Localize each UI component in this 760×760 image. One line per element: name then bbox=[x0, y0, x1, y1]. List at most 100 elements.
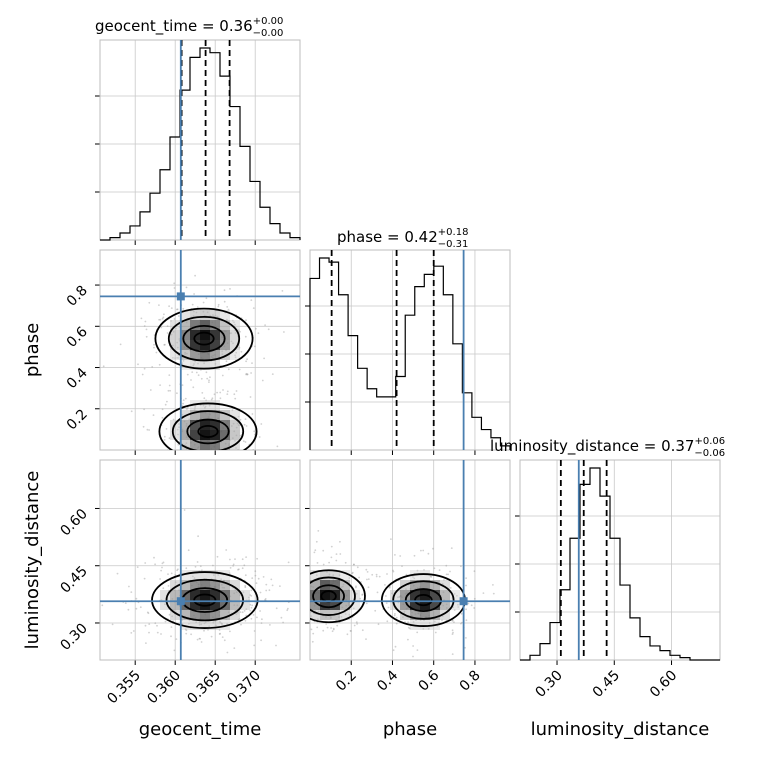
panel-luminosity_distance-vs-geocent_time-pt bbox=[234, 558, 236, 560]
panel-luminosity_distance-vs-geocent_time-pt bbox=[226, 651, 229, 654]
panel-luminosity_distance-vs-geocent_time-pt bbox=[250, 606, 253, 609]
hist-phase-bin-10 bbox=[405, 315, 415, 450]
panel-luminosity_distance-vs-phase-pt bbox=[330, 545, 333, 548]
panel-phase-vs-geocent_time-pt bbox=[146, 428, 149, 431]
panel-luminosity_distance-vs-geocent_time-cell bbox=[210, 620, 220, 630]
panel-luminosity_distance-vs-phase-pt bbox=[434, 631, 437, 634]
panel-luminosity_distance-vs-geocent_time-pt bbox=[175, 638, 178, 640]
panel-luminosity_distance-vs-geocent_time-pt bbox=[260, 622, 263, 624]
panel-luminosity_distance-vs-geocent_time-pt bbox=[279, 585, 281, 587]
panel-phase-vs-geocent_time-pt bbox=[158, 363, 161, 366]
panel-luminosity_distance-vs-geocent_time-pt bbox=[220, 578, 223, 581]
panel-phase-vs-geocent_time-pt bbox=[158, 304, 160, 306]
panel-luminosity_distance-vs-phase-pt bbox=[303, 607, 305, 609]
panel-phase-vs-geocent_time-cell bbox=[200, 410, 210, 420]
panel-luminosity_distance-vs-geocent_time-pt bbox=[260, 639, 262, 642]
panel-luminosity_distance-vs-phase-pt bbox=[356, 623, 358, 625]
panel-luminosity_distance-vs-geocent_time-pt bbox=[252, 614, 255, 616]
panel-luminosity_distance-vs-phase-pt bbox=[384, 584, 386, 586]
panel-luminosity_distance-vs-phase-cell bbox=[340, 600, 350, 610]
panel-phase-vs-geocent_time-pt bbox=[196, 463, 198, 465]
panel-luminosity_distance-vs-phase-pt bbox=[330, 627, 332, 629]
panel-luminosity_distance-vs-phase-pt bbox=[308, 566, 310, 568]
panel-phase-vs-geocent_time-cell bbox=[230, 420, 240, 430]
panel-luminosity_distance-vs-phase-pt bbox=[331, 630, 334, 633]
panel-luminosity_distance-vs-phase-pt bbox=[429, 575, 432, 578]
panel-phase-vs-geocent_time-cell bbox=[180, 320, 190, 330]
panel-luminosity_distance-vs-geocent_time-pt bbox=[218, 629, 221, 631]
panel-phase-vs-geocent_time-pt bbox=[226, 393, 229, 395]
panel-phase-vs-geocent_time-pt bbox=[202, 301, 205, 304]
panel-luminosity_distance-vs-phase-cell bbox=[330, 570, 340, 580]
panel-luminosity_distance-vs-phase-cell bbox=[430, 580, 440, 590]
panel-luminosity_distance-vs-geocent_time-cell bbox=[190, 570, 200, 580]
panel-luminosity_distance-vs-phase-pt bbox=[339, 540, 341, 543]
panel-phase-vs-geocent_time-pt bbox=[164, 403, 167, 406]
panel-phase-vs-geocent_time-cell bbox=[200, 360, 210, 370]
panel-luminosity_distance-vs-geocent_time-pt bbox=[147, 612, 150, 615]
panel-phase-vs-geocent_time-pt bbox=[245, 319, 247, 322]
panel-luminosity_distance-vs-phase-pt bbox=[386, 620, 389, 623]
panel-luminosity_distance-vs-geocent_time-pt bbox=[253, 644, 256, 647]
panel-luminosity_distance-vs-geocent_time-pt bbox=[216, 555, 219, 558]
panel-phase-vs-geocent_time-pt bbox=[182, 454, 184, 456]
panel-luminosity_distance-vs-geocent_time-cell bbox=[240, 590, 250, 600]
panel-phase-vs-geocent_time-cell bbox=[170, 350, 180, 360]
panel-luminosity_distance-vs-phase-pt bbox=[460, 622, 462, 625]
panel-luminosity_distance-vs-phase-pt bbox=[352, 607, 355, 610]
panel-phase-vs-geocent_time-pt bbox=[253, 465, 255, 467]
panel-phase-vs-geocent_time-cell bbox=[230, 350, 240, 360]
panel-phase-vs-geocent_time-contour-1-0 bbox=[158, 402, 258, 450]
panel-luminosity_distance-vs-geocent_time-pt bbox=[164, 603, 166, 606]
panel-phase-vs-geocent_time-pt bbox=[159, 318, 162, 321]
panel-phase-vs-geocent_time-pt bbox=[173, 318, 176, 320]
panel-luminosity_distance-vs-geocent_time-pt bbox=[146, 611, 149, 614]
xtick-label-phase_x-1: 0.4 bbox=[374, 667, 401, 694]
panel-phase-vs-geocent_time-pt bbox=[194, 407, 196, 409]
panel-phase-vs-geocent_time-pt bbox=[211, 463, 213, 465]
panel-luminosity_distance-vs-phase-cell bbox=[310, 600, 320, 610]
panel-luminosity_distance-vs-phase-pt bbox=[366, 578, 368, 581]
panel-phase-vs-geocent_time-cell bbox=[220, 320, 230, 330]
panel-phase-vs-geocent_time-pt bbox=[209, 376, 211, 379]
panel-phase-vs-geocent_time-pt bbox=[178, 426, 180, 429]
panel-luminosity_distance-vs-geocent_time-pt bbox=[144, 624, 147, 627]
panel-luminosity_distance-vs-geocent_time-pt bbox=[194, 565, 197, 568]
panel-phase-vs-geocent_time-cell bbox=[210, 420, 220, 430]
panel-luminosity_distance-vs-phase-pt bbox=[375, 573, 378, 576]
panel-luminosity_distance-vs-geocent_time-cell bbox=[200, 610, 210, 620]
panel-luminosity_distance-vs-phase-pt bbox=[416, 631, 419, 634]
panel-phase-vs-geocent_time-cell bbox=[220, 310, 230, 320]
hist-phase-bin-11 bbox=[415, 287, 425, 450]
panel-luminosity_distance-vs-phase-pt bbox=[350, 630, 352, 632]
panel-phase-vs-geocent_time-pt bbox=[257, 332, 260, 335]
panel-phase-vs-geocent_time-cell bbox=[200, 330, 210, 340]
panel-luminosity_distance-vs-phase-pt bbox=[412, 645, 414, 647]
panel-luminosity_distance-vs-geocent_time-cell bbox=[200, 580, 210, 590]
panel-luminosity_distance-vs-phase-pt bbox=[367, 578, 370, 580]
panel-luminosity_distance-vs-geocent_time-cell bbox=[220, 620, 230, 630]
xtick-label-geocent_time-3: 0.370 bbox=[224, 668, 264, 708]
panel-phase-vs-geocent_time-pt bbox=[208, 379, 210, 382]
panel-luminosity_distance-vs-geocent_time-cell bbox=[190, 620, 200, 630]
panel-luminosity_distance-vs-phase-pt bbox=[292, 642, 294, 644]
panel-phase-vs-geocent_time-pt bbox=[219, 391, 222, 394]
panel-phase-vs-geocent_time-contour-1-1 bbox=[171, 410, 245, 450]
panel-luminosity_distance-vs-phase-pt bbox=[322, 629, 325, 632]
panel-phase-vs-geocent_time-cell bbox=[170, 330, 180, 340]
panel-phase-vs-geocent_time-cell bbox=[230, 320, 240, 330]
panel-luminosity_distance-vs-phase-pt bbox=[409, 627, 411, 630]
panel-luminosity_distance-vs-geocent_time-pt bbox=[170, 635, 172, 638]
panel-phase-vs-geocent_time-pt bbox=[201, 392, 204, 394]
panel-luminosity_distance-vs-phase-pt bbox=[460, 565, 462, 568]
panel-phase-vs-geocent_time-pt bbox=[192, 386, 195, 389]
panel-luminosity_distance-vs-geocent_time-pt bbox=[226, 623, 229, 625]
panel-luminosity_distance-vs-phase-pt bbox=[348, 577, 351, 579]
panel-luminosity_distance-vs-phase-pt bbox=[387, 606, 390, 609]
hist-luminosity_distance-frame bbox=[519, 459, 721, 661]
panel-luminosity_distance-vs-phase-pt bbox=[395, 622, 398, 625]
panel-luminosity_distance-vs-phase-cell bbox=[420, 570, 430, 580]
panel-phase-vs-geocent_time-pt bbox=[176, 428, 179, 431]
panel-luminosity_distance-vs-phase-pt bbox=[332, 628, 335, 631]
panel-luminosity_distance-vs-geocent_time-pt bbox=[225, 549, 228, 551]
